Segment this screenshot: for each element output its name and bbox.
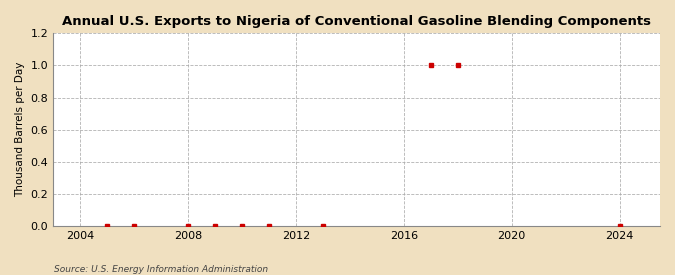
Y-axis label: Thousand Barrels per Day: Thousand Barrels per Day [15, 62, 25, 197]
Title: Annual U.S. Exports to Nigeria of Conventional Gasoline Blending Components: Annual U.S. Exports to Nigeria of Conven… [62, 15, 651, 28]
Text: Source: U.S. Energy Information Administration: Source: U.S. Energy Information Administ… [54, 265, 268, 274]
